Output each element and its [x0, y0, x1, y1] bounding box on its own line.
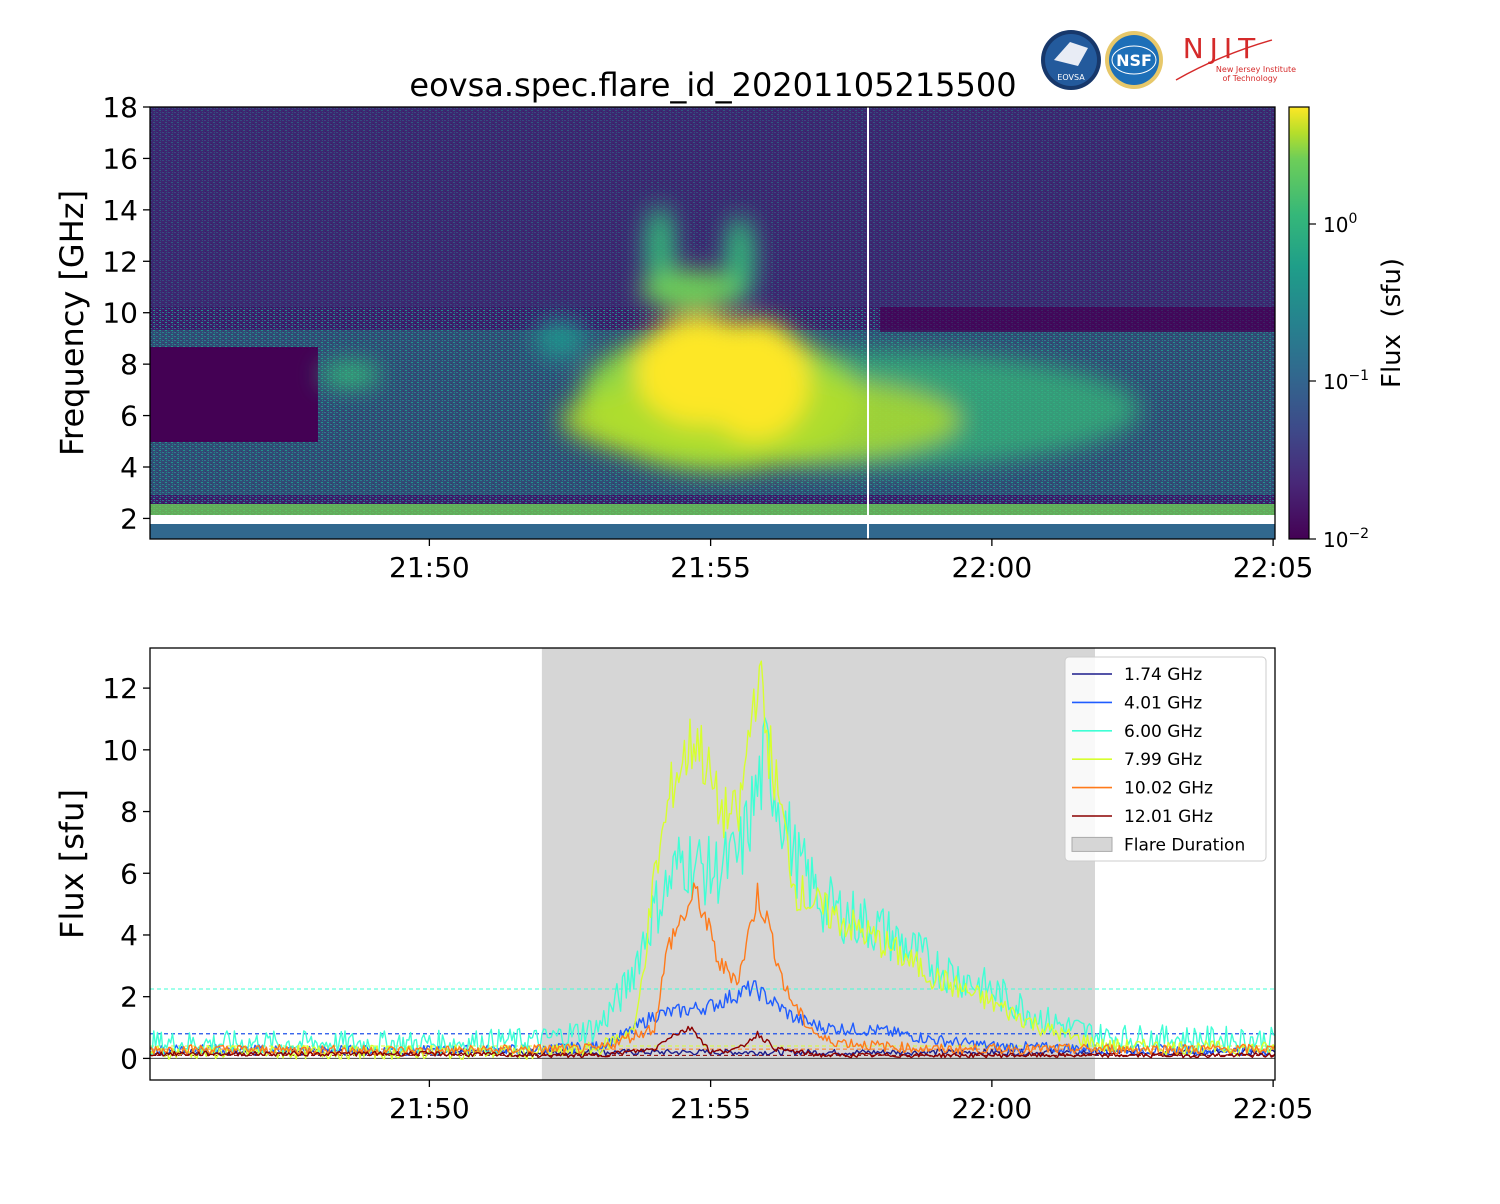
chart-title: eovsa.spec.flare_id_20201105215500 [409, 66, 1016, 104]
y-tick-label: 14 [102, 194, 138, 227]
y-tick-label: 6 [120, 857, 138, 890]
legend-box [1064, 656, 1267, 862]
legend-label: 6.00 GHz [1124, 722, 1202, 742]
spectrogram-emission [320, 205, 1140, 472]
spectrogram-gap [150, 515, 1275, 524]
nsf-logo-text: NSF [1116, 51, 1152, 70]
x-tick-label: 21:55 [670, 1092, 751, 1125]
njit-logo-text: NJIT [1183, 32, 1262, 65]
legend-label: 10.02 GHz [1124, 779, 1213, 799]
y-tick-label: 4 [120, 451, 138, 484]
threshold-lines [150, 988, 1275, 1056]
legend-label: 7.99 GHz [1124, 750, 1202, 770]
spectrogram-bottom-band [150, 524, 1275, 539]
x-tick-label: 22:05 [1233, 1092, 1314, 1125]
legend-label: 12.01 GHz [1124, 807, 1213, 827]
njit-logo-subtitle-1: New Jersey Institute [1216, 65, 1296, 74]
x-tick-label: 22:00 [952, 1092, 1033, 1125]
njit-logo-subtitle-2: of Technology [1222, 74, 1277, 83]
y-tick-label: 8 [120, 796, 138, 829]
legend-label-flare: Flare Duration [1124, 835, 1245, 855]
spectrogram-rfi-band [150, 504, 1275, 515]
lightcurve-y-ticks: 0 2 4 6 8 10 12 [102, 672, 150, 1075]
y-tick-label: 12 [102, 245, 138, 278]
colorbar-tick-1e0: 100 [1323, 211, 1357, 237]
y-tick-label: 2 [120, 502, 138, 535]
eovsa-logo: EOVSA [1041, 30, 1101, 90]
spectrogram-right-dark-band [880, 307, 1275, 332]
y-tick-label: 10 [102, 297, 138, 330]
lightcurve-y-axis-label: Flux [sfu] [53, 789, 91, 939]
spectrogram-y-ticks: 2 4 6 8 10 12 14 16 18 [102, 91, 150, 535]
spectrogram-dark-region [150, 347, 318, 442]
y-tick-label: 8 [120, 348, 138, 381]
colorbar-tick-1e-1: 10−1 [1323, 368, 1369, 394]
y-tick-label: 10 [102, 734, 138, 767]
y-tick-label: 18 [102, 91, 138, 124]
y-tick-label: 2 [120, 981, 138, 1014]
legend-swatch-flare [1071, 836, 1113, 852]
x-tick-label: 22:00 [952, 551, 1033, 584]
colorbar-label: Flux (sfu) [1377, 258, 1407, 388]
spectrogram-x-ticks: 21:50 21:55 22:00 22:05 [389, 539, 1313, 584]
y-tick-label: 12 [102, 672, 138, 705]
legend-label: 1.74 GHz [1124, 665, 1202, 685]
lightcurve-frame [149, 647, 1276, 1081]
legend-items: 1.74 GHz 4.01 GHz 6.00 GHz 7.99 GHz 10.02 GH… [1071, 665, 1245, 855]
spectrogram-frame [149, 106, 1276, 540]
y-tick-label: 6 [120, 400, 138, 433]
colorbar-ticks: 10−2 10−1 100 [1309, 211, 1369, 552]
lightcurve-plot [150, 648, 1275, 1080]
y-tick-label: 4 [120, 919, 138, 952]
y-tick-label: 16 [102, 142, 138, 175]
colorbar-tick-1e-2: 10−2 [1323, 526, 1369, 552]
eovsa-logo-text: EOVSA [1057, 73, 1085, 82]
njit-logo: NJIT New Jersey Institute of Technology [1175, 32, 1296, 83]
series-lines [150, 660, 1275, 1060]
y-tick-label: 0 [120, 1042, 138, 1075]
legend: 1.74 GHz 4.01 GHz 6.00 GHz 7.99 GHz 10.02 GH… [1064, 656, 1267, 862]
x-tick-label: 21:50 [389, 1092, 470, 1125]
colorbar [1288, 106, 1310, 540]
x-tick-label: 22:05 [1233, 551, 1314, 584]
spectrogram-plot [150, 107, 1275, 539]
legend-label: 4.01 GHz [1124, 693, 1202, 713]
nsf-logo: NSF [1105, 31, 1163, 89]
lightcurve-x-ticks: 21:50 21:55 22:00 22:05 [389, 1080, 1313, 1125]
spectrogram-y-axis-label: Frequency [GHz] [53, 190, 91, 456]
x-tick-label: 21:55 [670, 551, 751, 584]
x-tick-label: 21:50 [389, 551, 470, 584]
series-line [150, 1025, 1275, 1059]
